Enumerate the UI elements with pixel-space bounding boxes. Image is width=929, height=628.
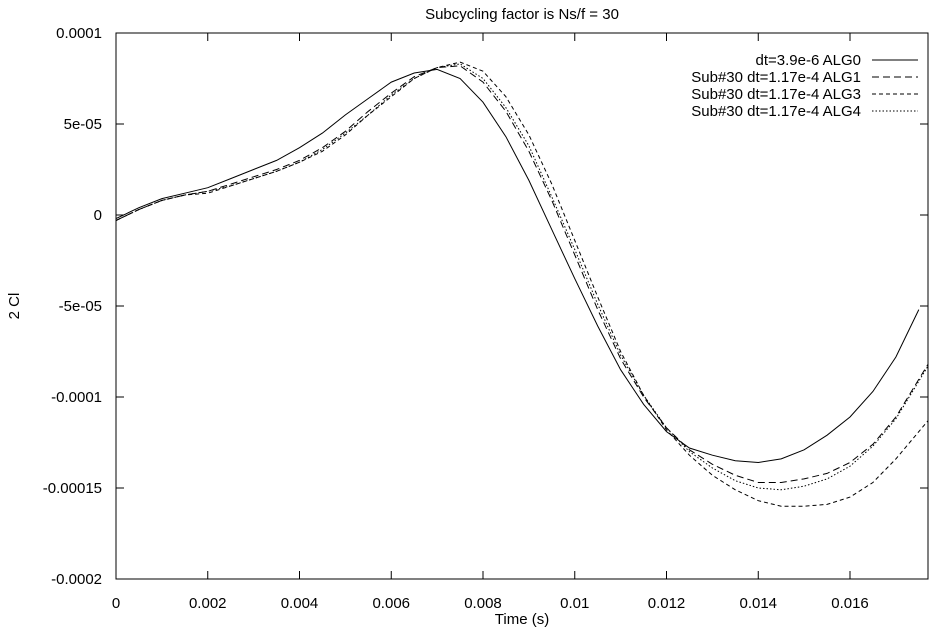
x-tick-label: 0.012 xyxy=(648,595,686,612)
x-tick-label: 0.008 xyxy=(464,595,502,612)
x-tick-label: 0 xyxy=(112,595,120,612)
series-line-3 xyxy=(115,61,929,507)
y-tick-label: 5e-05 xyxy=(64,116,102,133)
legend-label-2: Sub#30 dt=1.17e-4 ALG1 xyxy=(691,69,861,86)
y-tick-label: -5e-05 xyxy=(59,298,102,315)
x-tick-label: 0.016 xyxy=(831,595,869,612)
series-line-2 xyxy=(115,65,929,483)
series-lines xyxy=(115,61,929,507)
x-tick-label: 0.01 xyxy=(560,595,589,612)
series-line-4 xyxy=(115,63,929,491)
legend-label-3: Sub#30 dt=1.17e-4 ALG3 xyxy=(691,86,861,103)
series-line-1 xyxy=(115,68,920,464)
axis-ticks: 0 0.002 0.004 0.006 0.008 0.01 0.012 0.014 0.016… xyxy=(43,25,928,612)
x-axis-title: Time (s) xyxy=(495,611,549,628)
x-tick-label: 0.006 xyxy=(372,595,410,612)
y-axis-title: 2 Cl xyxy=(6,293,23,320)
chart-title: Subcycling factor is Ns/f = 30 xyxy=(425,6,619,23)
y-tick-label: -0.0001 xyxy=(51,389,102,406)
y-tick-label: -0.00015 xyxy=(43,480,102,497)
legend-label-4: Sub#30 dt=1.17e-4 ALG4 xyxy=(691,103,861,120)
y-tick-label: 0.0001 xyxy=(56,25,102,42)
legend-label-1: dt=3.9e-6 ALG0 xyxy=(756,52,862,69)
y-tick-label: 0 xyxy=(94,207,102,224)
x-tick-label: 0.002 xyxy=(189,595,227,612)
x-tick-label: 0.014 xyxy=(739,595,777,612)
y-tick-label: -0.0002 xyxy=(51,571,102,588)
x-tick-label: 0.004 xyxy=(281,595,319,612)
